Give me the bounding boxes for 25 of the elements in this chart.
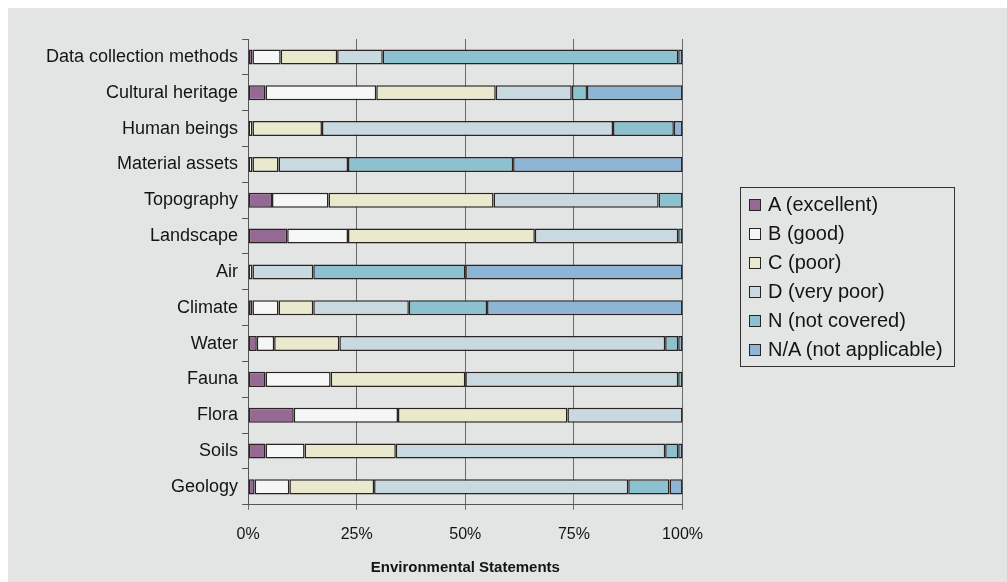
y-tick-label: Water [190, 332, 239, 353]
x-tick-label: 100% [662, 524, 703, 542]
x-tick-label: 0% [236, 524, 260, 542]
legend-label: N/A (not applicable) [768, 338, 943, 361]
y-tick-label: Topography [144, 189, 239, 210]
y-tick-label: Flora [197, 404, 240, 425]
x-tick-label: 25% [340, 524, 373, 542]
y-tick-label: Geology [171, 475, 239, 496]
y-tick-label: Human beings [122, 117, 239, 138]
y-tick-label: Soils [199, 440, 239, 461]
x-tick-label: 50% [449, 524, 482, 542]
legend-label: C (poor) [768, 251, 842, 274]
legend-label: N (not covered) [768, 309, 906, 332]
y-tick-label: Air [216, 260, 239, 281]
legend-label: D (very poor) [768, 280, 885, 303]
y-tick-label: Cultural heritage [106, 81, 239, 102]
legend-label: B (good) [768, 222, 845, 245]
y-tick-label: Material assets [117, 153, 239, 174]
y-tick-label: Fauna [187, 368, 240, 389]
y-tick-label: Climate [177, 296, 239, 317]
x-axis-title: Environmental Statements [370, 558, 560, 576]
legend-label: A (excellent) [768, 193, 879, 216]
y-tick-label: Landscape [150, 225, 239, 246]
x-tick-label: 75% [557, 524, 590, 542]
y-tick-label: Data collection methods [45, 45, 239, 66]
